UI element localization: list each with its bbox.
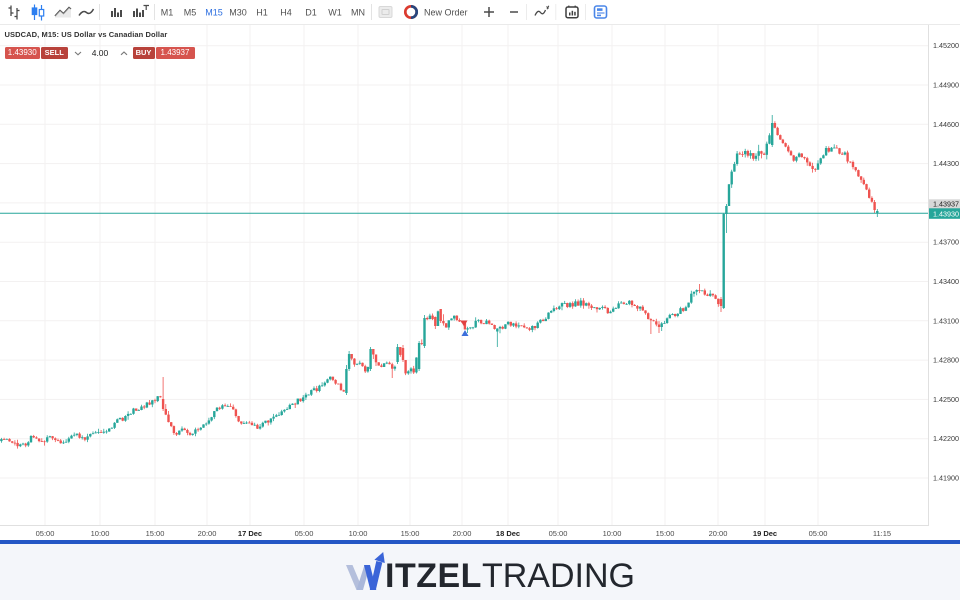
svg-text:1.45200: 1.45200: [933, 41, 959, 50]
svg-text:1.43400: 1.43400: [933, 277, 959, 286]
svg-text:1.42200: 1.42200: [933, 434, 959, 443]
svg-text:MN: MN: [351, 8, 365, 18]
svg-text:05:00: 05:00: [36, 529, 55, 538]
svg-text:M1: M1: [161, 8, 174, 18]
svg-text:M30: M30: [229, 8, 247, 18]
svg-text:10:00: 10:00: [349, 529, 368, 538]
svg-text:H1: H1: [256, 8, 268, 18]
svg-text:05:00: 05:00: [549, 529, 568, 538]
svg-text:W1: W1: [328, 8, 342, 18]
svg-text:05:00: 05:00: [295, 529, 314, 538]
svg-text:D1: D1: [305, 8, 317, 18]
svg-text:New Order: New Order: [424, 8, 468, 18]
svg-text:1.41900: 1.41900: [933, 474, 959, 483]
svg-text:17 Dec: 17 Dec: [238, 529, 262, 538]
svg-text:1.44300: 1.44300: [933, 159, 959, 168]
svg-text:20:00: 20:00: [453, 529, 472, 538]
svg-text:10:00: 10:00: [91, 529, 110, 538]
svg-text:1.43100: 1.43100: [933, 316, 959, 325]
svg-text:19 Dec: 19 Dec: [753, 529, 777, 538]
svg-text:15:00: 15:00: [401, 529, 420, 538]
svg-text:1.44600: 1.44600: [933, 120, 959, 129]
svg-text:20:00: 20:00: [709, 529, 728, 538]
svg-text:1.44900: 1.44900: [933, 81, 959, 90]
svg-text:M15: M15: [205, 8, 223, 18]
svg-text:1.43937: 1.43937: [933, 199, 959, 208]
svg-text:10:00: 10:00: [603, 529, 622, 538]
svg-text:11:15: 11:15: [873, 529, 891, 538]
svg-text:H4: H4: [280, 8, 292, 18]
svg-text:1.42800: 1.42800: [933, 356, 959, 365]
svg-text:15:00: 15:00: [656, 529, 675, 538]
svg-text:18 Dec: 18 Dec: [496, 529, 520, 538]
svg-text:15:00: 15:00: [146, 529, 165, 538]
svg-text:1.43700: 1.43700: [933, 238, 959, 247]
svg-text:1.42500: 1.42500: [933, 395, 959, 404]
svg-text:05:00: 05:00: [809, 529, 828, 538]
svg-text:M5: M5: [184, 8, 197, 18]
svg-text:1.43930: 1.43930: [933, 209, 959, 218]
svg-text:20:00: 20:00: [198, 529, 217, 538]
